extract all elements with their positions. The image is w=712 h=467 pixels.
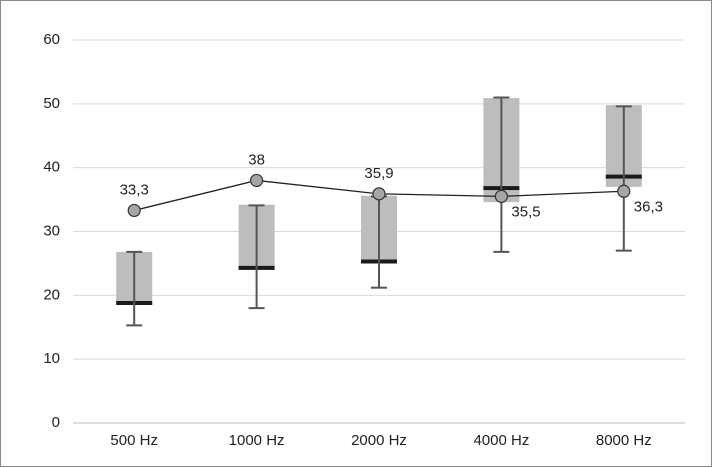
line-marker [372,187,386,201]
x-tick-label: 500 Hz [110,432,158,449]
line-marker [617,184,631,198]
y-tick-label: 60 [43,31,60,48]
line-marker [250,173,264,188]
x-tick-label: 1000 Hz [229,432,285,449]
data-label: 35,9 [364,165,393,182]
y-tick-label: 30 [43,222,60,239]
y-tick-label: 50 [43,95,60,112]
data-label: 38 [248,151,265,168]
y-tick-label: 40 [43,159,60,176]
y-tick-label: 0 [52,414,60,431]
line-marker [127,203,141,218]
x-tick-label: 8000 Hz [596,432,652,449]
data-label: 36,3 [634,198,663,215]
x-tick-label: 4000 Hz [473,432,529,449]
data-label: 35,5 [511,203,540,220]
line-marker [494,189,508,203]
y-tick-label: 20 [43,286,60,303]
data-label: 33,3 [120,181,149,198]
y-tick-label: 10 [43,350,60,367]
x-tick-label: 2000 Hz [351,432,407,449]
